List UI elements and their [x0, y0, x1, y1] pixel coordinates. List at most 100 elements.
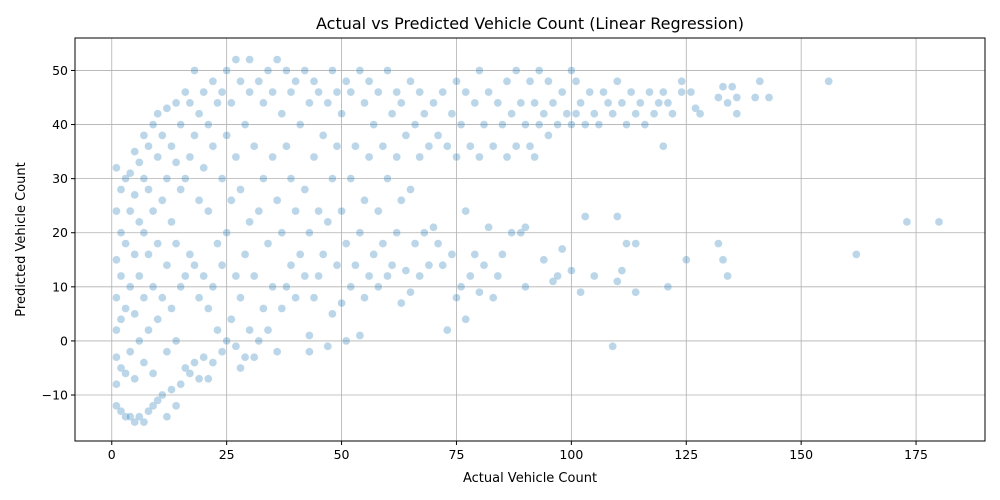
data-point: [530, 98, 539, 108]
x-tick-label: 100: [559, 447, 583, 462]
data-point: [185, 369, 195, 378]
data-point: [231, 271, 241, 281]
data-point: [153, 109, 162, 118]
data-point: [369, 250, 378, 259]
data-point: [484, 223, 493, 232]
data-point: [470, 98, 480, 108]
data-point: [576, 98, 585, 108]
data-point: [337, 206, 346, 216]
data-point: [452, 77, 461, 86]
data-point: [383, 271, 392, 281]
data-point: [167, 385, 176, 394]
data-point: [332, 260, 342, 270]
data-point: [125, 206, 135, 216]
data-point: [305, 228, 314, 237]
data-point: [456, 120, 466, 129]
data-point: [300, 185, 310, 194]
data-point: [562, 109, 572, 118]
data-point: [410, 239, 420, 248]
data-point: [571, 109, 581, 118]
data-point: [401, 131, 411, 140]
data-point: [626, 87, 636, 97]
data-point: [227, 196, 236, 205]
data-point: [392, 228, 401, 237]
data-point: [397, 98, 406, 108]
data-point: [190, 358, 199, 367]
data-point: [429, 223, 438, 232]
data-point: [346, 174, 356, 183]
data-point: [351, 260, 360, 270]
data-point: [222, 336, 231, 346]
data-point: [176, 282, 185, 292]
data-point: [392, 87, 401, 97]
data-point: [144, 250, 153, 259]
data-point: [429, 98, 438, 108]
data-points: [112, 55, 944, 427]
data-point: [158, 131, 167, 140]
data-point: [567, 66, 576, 75]
data-point: [148, 369, 158, 378]
data-point: [162, 174, 172, 183]
data-point: [323, 217, 333, 227]
data-point: [162, 412, 172, 421]
data-point: [236, 293, 245, 302]
data-point: [415, 271, 424, 281]
y-tick-label: 0: [60, 333, 68, 348]
data-point: [259, 98, 268, 108]
data-point: [125, 282, 135, 292]
data-point: [208, 77, 218, 86]
data-point: [525, 141, 535, 151]
data-point: [548, 98, 558, 108]
data-point: [378, 141, 388, 151]
data-point: [346, 282, 356, 292]
data-point: [217, 260, 227, 270]
data-point: [328, 66, 337, 75]
data-point: [158, 293, 167, 302]
data-point: [631, 109, 640, 118]
data-point: [438, 87, 447, 97]
data-point: [194, 374, 204, 384]
data-point: [272, 196, 282, 205]
data-point: [507, 228, 516, 237]
data-point: [521, 120, 530, 129]
data-point: [424, 141, 434, 151]
data-point: [176, 185, 185, 194]
y-tick-label: 50: [52, 63, 68, 78]
data-point: [245, 325, 254, 335]
data-point: [475, 66, 484, 75]
data-point: [254, 206, 264, 216]
y-tick-label: 30: [52, 171, 68, 186]
data-point: [622, 120, 631, 129]
data-point: [116, 363, 126, 373]
data-point: [121, 304, 130, 313]
data-point: [112, 255, 121, 265]
data-point: [144, 325, 153, 335]
data-point: [355, 66, 365, 75]
data-point: [121, 174, 130, 183]
x-tick-label: 150: [789, 447, 813, 462]
data-point: [502, 77, 512, 86]
data-point: [125, 168, 135, 178]
data-point: [190, 66, 199, 75]
data-point: [511, 141, 521, 151]
data-point: [190, 260, 199, 270]
data-point: [488, 141, 498, 151]
data-point: [341, 239, 351, 248]
data-point: [934, 217, 944, 227]
data-point: [282, 282, 291, 292]
data-point: [199, 87, 208, 97]
x-tick-label: 25: [219, 447, 235, 462]
data-point: [378, 239, 388, 248]
data-point: [392, 152, 401, 162]
data-point: [295, 120, 305, 129]
data-point: [130, 190, 139, 200]
data-point: [567, 120, 576, 129]
y-tick-label: 40: [52, 117, 68, 132]
data-point: [341, 77, 351, 86]
data-point: [521, 282, 530, 292]
data-point: [171, 158, 181, 167]
data-point: [259, 304, 268, 313]
data-point: [585, 87, 594, 97]
data-point: [130, 250, 139, 259]
data-point: [631, 239, 640, 248]
